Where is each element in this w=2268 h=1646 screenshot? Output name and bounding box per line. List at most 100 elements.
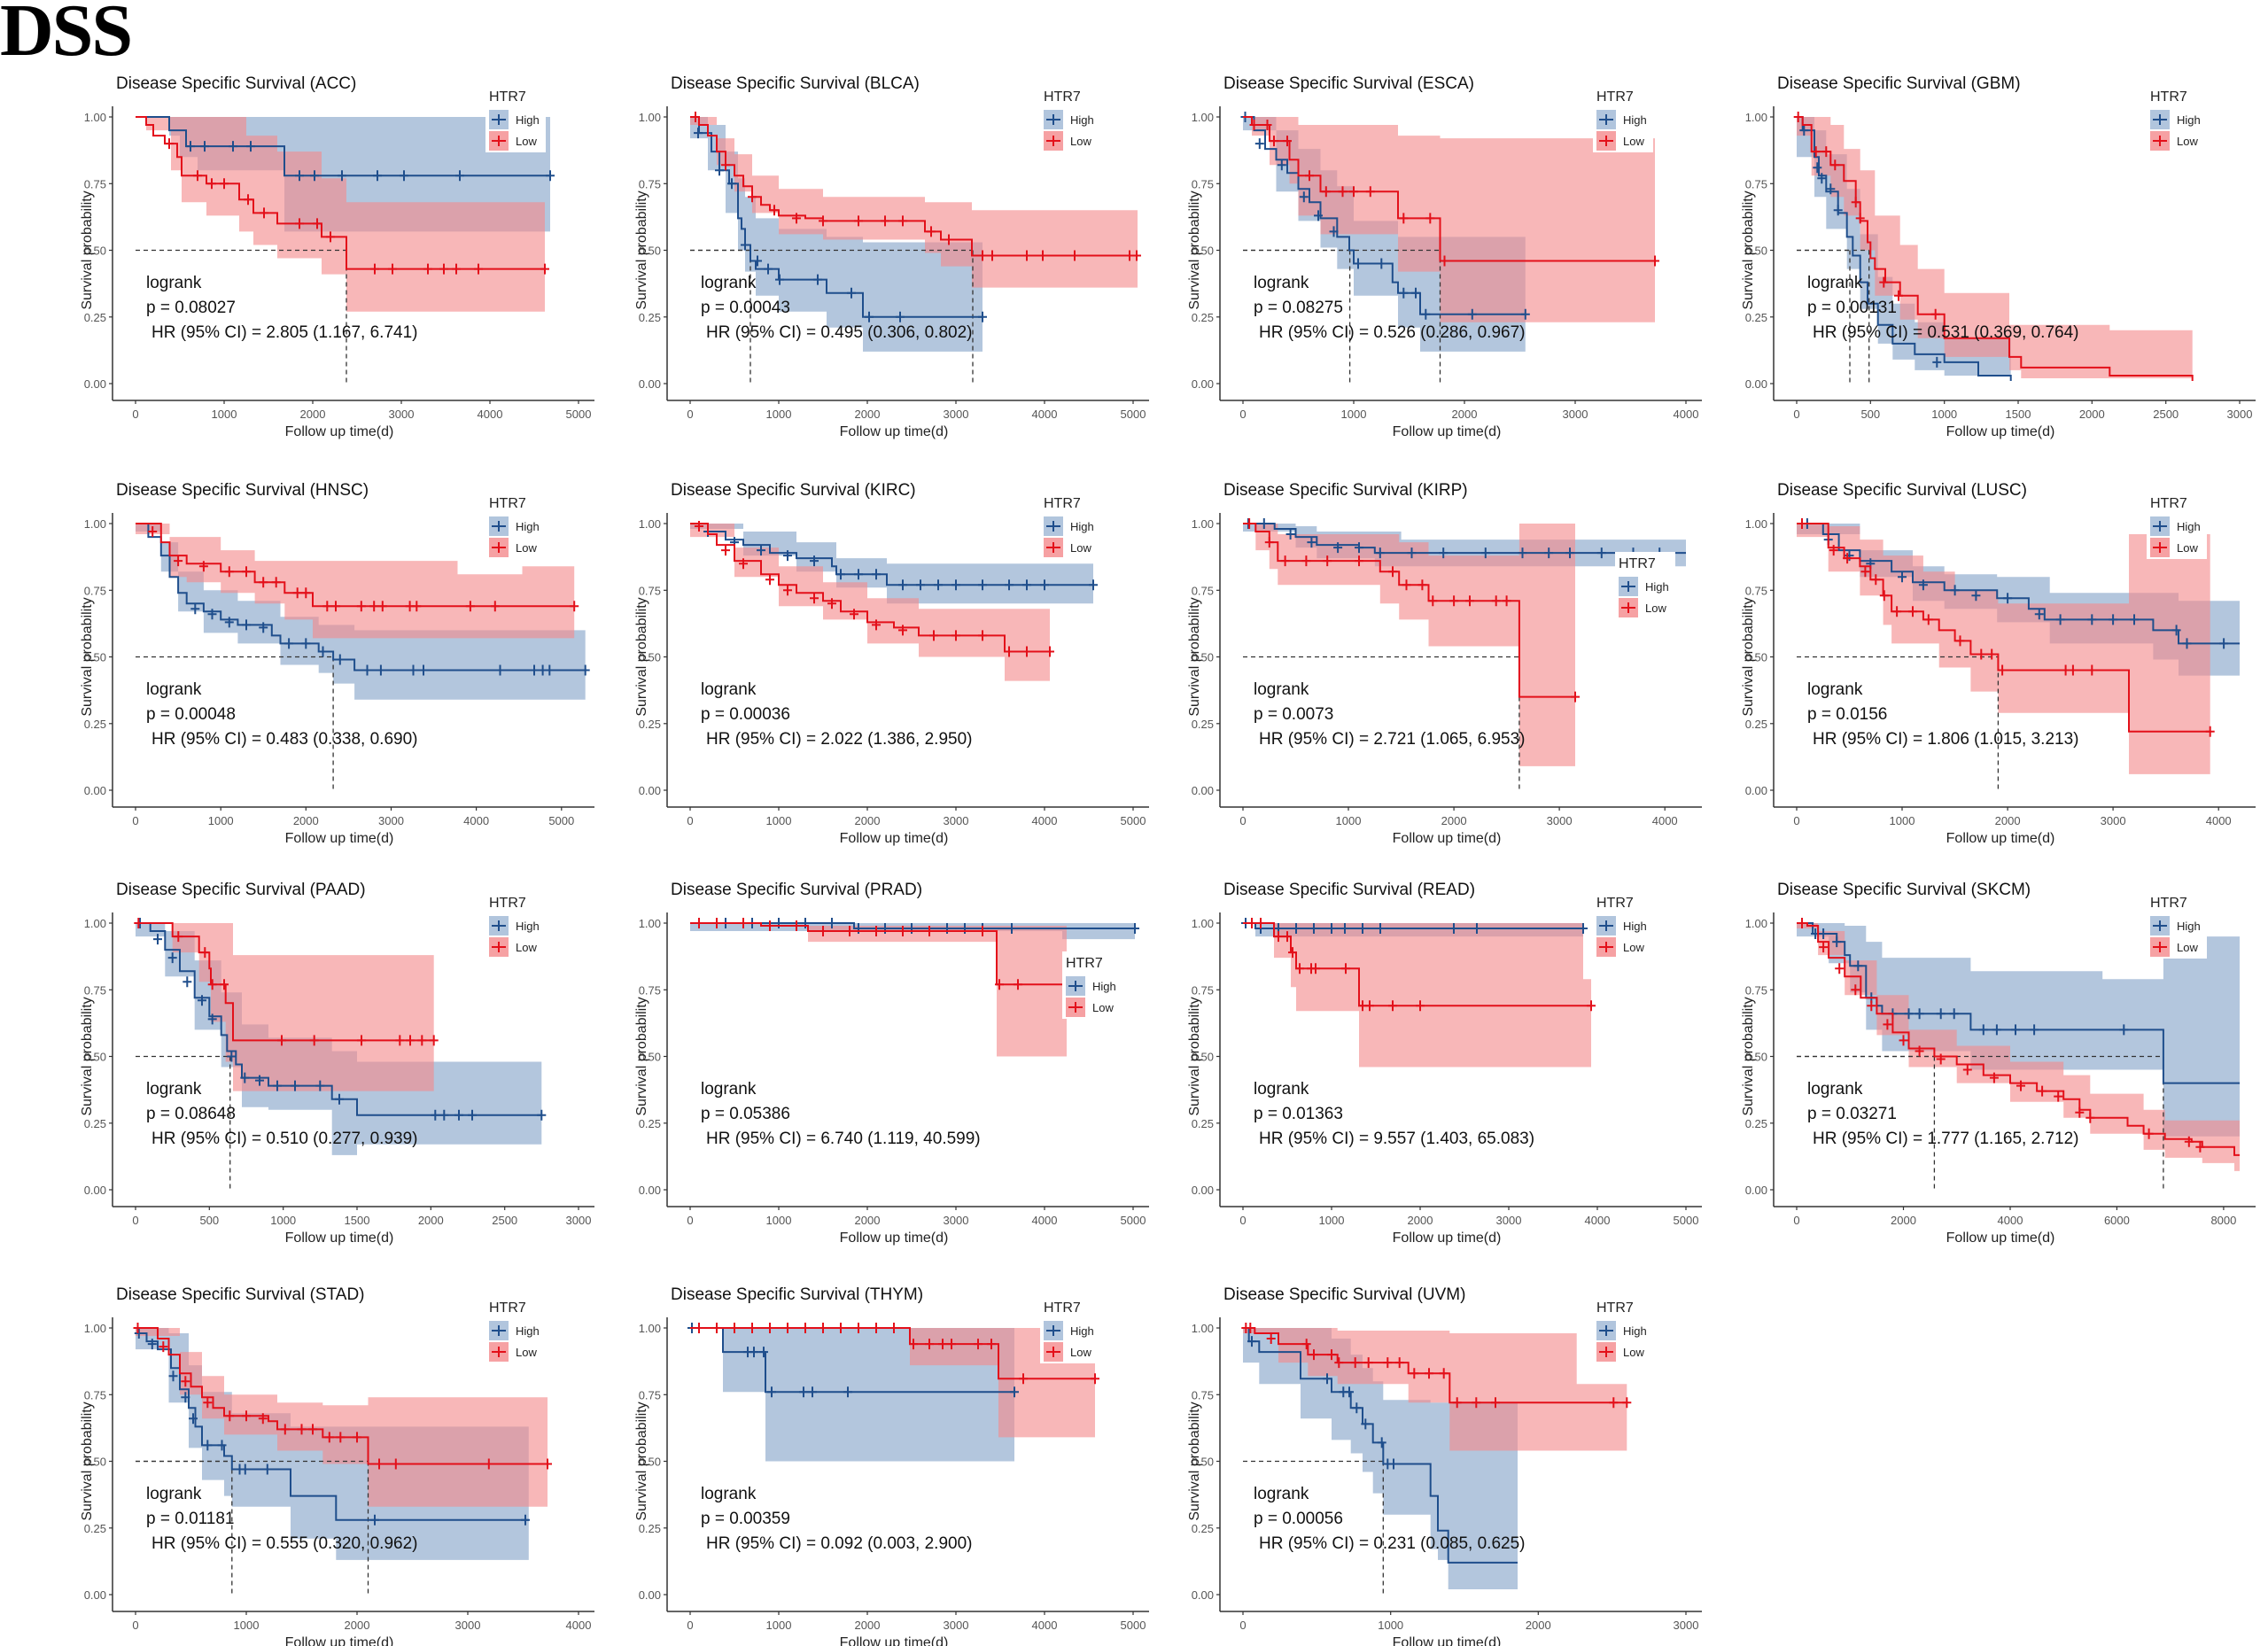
censor-mark <box>412 601 422 612</box>
censor-mark <box>1301 1339 1311 1350</box>
censor-mark <box>242 1410 251 1422</box>
censor-mark <box>1007 923 1016 934</box>
censor-mark <box>370 263 379 275</box>
censor-mark <box>388 263 397 275</box>
km-plot: Disease Specific Survival (HNSC) 0.00 0.25… <box>80 481 594 846</box>
censor-mark <box>2087 664 2097 676</box>
censor-mark <box>207 979 217 990</box>
censor-mark <box>400 170 408 182</box>
censor-mark <box>240 1072 250 1083</box>
x-tick-label: 1000 <box>1336 814 1362 827</box>
km-panel: Disease Specific Survival (LUSC) 0.00 0.25… <box>1703 444 2256 846</box>
censor-mark <box>783 585 792 596</box>
censor-mark <box>1309 1349 1318 1361</box>
censor-mark <box>174 931 183 943</box>
censor-mark <box>987 1339 996 1350</box>
censor-mark <box>748 1323 757 1333</box>
legend-label-low: Low <box>1092 1001 1114 1014</box>
x-tick-label: 1000 <box>1890 814 1915 827</box>
logrank-label: logrank <box>1254 1485 1309 1503</box>
censor-mark <box>2219 638 2229 649</box>
x-tick-label: 5000 <box>1121 1619 1146 1632</box>
censor-mark <box>1467 308 1477 320</box>
x-axis-title: Follow up time(d) <box>285 424 394 439</box>
censor-mark <box>309 1035 319 1046</box>
censor-mark <box>370 1514 379 1526</box>
legend-key-low <box>1599 942 1613 952</box>
censor-mark <box>730 1323 739 1333</box>
legend-key-low <box>492 1347 506 1357</box>
hazard-ratio: HR (95% CI) = 1.806 (1.015, 3.213) <box>1813 730 2078 749</box>
y-tick-label: 0.50 <box>639 651 661 664</box>
censor-mark <box>1932 356 1942 368</box>
y-tick-label: 0.25 <box>1192 1522 1214 1535</box>
y-tick-label: 1.00 <box>1745 517 1767 531</box>
x-tick-label: 1000 <box>766 1214 792 1227</box>
censor-mark <box>1915 1008 1924 1020</box>
high-ci-band <box>690 117 983 352</box>
censor-mark <box>1388 566 1397 578</box>
censor-mark <box>207 1013 217 1025</box>
logrank-label: logrank <box>701 680 757 699</box>
censor-mark <box>1301 555 1311 567</box>
y-axis-title: Survival probability <box>80 597 95 716</box>
y-tick-label: 0.00 <box>84 784 106 797</box>
censor-mark <box>1350 1357 1360 1369</box>
x-axis-title: Follow up time(d) <box>285 1231 394 1246</box>
x-tick-label: 2000 <box>345 1619 370 1632</box>
high-survival-curve <box>690 922 1135 929</box>
km-plot: Disease Specific Survival (THYM) 0.00 0.25… <box>634 1285 1149 1646</box>
km-plot: Disease Specific Survival (GBM) 0.00 0.25 0… <box>1741 74 2256 439</box>
x-tick-label: 4000 <box>1674 408 1699 421</box>
censor-mark <box>203 1440 213 1451</box>
censor-mark <box>1309 923 1318 934</box>
y-tick-label: 0.25 <box>639 718 661 731</box>
censor-mark <box>1277 159 1286 171</box>
censor-mark <box>1247 1336 1256 1347</box>
legend-key-high <box>2153 521 2167 532</box>
censor-mark <box>242 619 251 631</box>
censor-mark <box>1821 146 1831 158</box>
x-tick-label: 5000 <box>1121 814 1146 827</box>
x-tick-label: 2500 <box>2153 408 2179 421</box>
censor-mark <box>898 926 907 936</box>
censor-mark <box>220 979 229 990</box>
x-tick-label: 1000 <box>766 1619 792 1632</box>
censor-mark <box>336 1432 346 1443</box>
censor-mark <box>872 1323 881 1333</box>
censor-mark <box>1305 170 1314 182</box>
censor-mark <box>1819 942 1829 953</box>
censor-mark <box>484 1458 493 1470</box>
censor-mark <box>1793 112 1803 122</box>
censor-mark <box>203 1397 213 1409</box>
legend-title: HTR7 <box>489 496 526 511</box>
censor-mark <box>1843 553 1852 564</box>
censor-mark <box>854 215 863 227</box>
censor-mark <box>2055 614 2065 625</box>
censor-mark <box>1247 918 1256 928</box>
x-tick-label: 2000 <box>855 408 881 421</box>
legend-key-high <box>2153 920 2167 931</box>
x-tick-label: 0 <box>132 1619 138 1632</box>
censor-mark <box>1377 258 1386 269</box>
legend-key-high <box>1599 1325 1613 1336</box>
hazard-ratio: HR (95% CI) = 2.805 (1.167, 6.741) <box>151 323 417 342</box>
censor-mark <box>1879 590 1889 602</box>
censor-mark <box>1349 186 1358 198</box>
panel-title: Disease Specific Survival (GBM) <box>1777 74 2021 93</box>
censor-mark <box>889 1323 898 1333</box>
censor-mark <box>819 926 827 936</box>
y-tick-label: 0.25 <box>1745 311 1767 324</box>
y-tick-label: 0.50 <box>1192 651 1214 664</box>
x-tick-label: 3000 <box>944 1214 969 1227</box>
y-tick-label: 0.25 <box>84 1522 106 1535</box>
legend-key-low <box>492 942 506 952</box>
censor-mark <box>1355 555 1363 567</box>
y-tick-label: 1.00 <box>639 917 661 930</box>
p-value: p = 0.05386 <box>701 1105 790 1123</box>
x-tick-label: 4000 <box>1032 408 1058 421</box>
censor-mark <box>1070 250 1079 261</box>
x-axis-title: Follow up time(d) <box>1946 831 2055 846</box>
logrank-label: logrank <box>1807 1080 1863 1099</box>
x-tick-label: 1000 <box>270 1214 296 1227</box>
